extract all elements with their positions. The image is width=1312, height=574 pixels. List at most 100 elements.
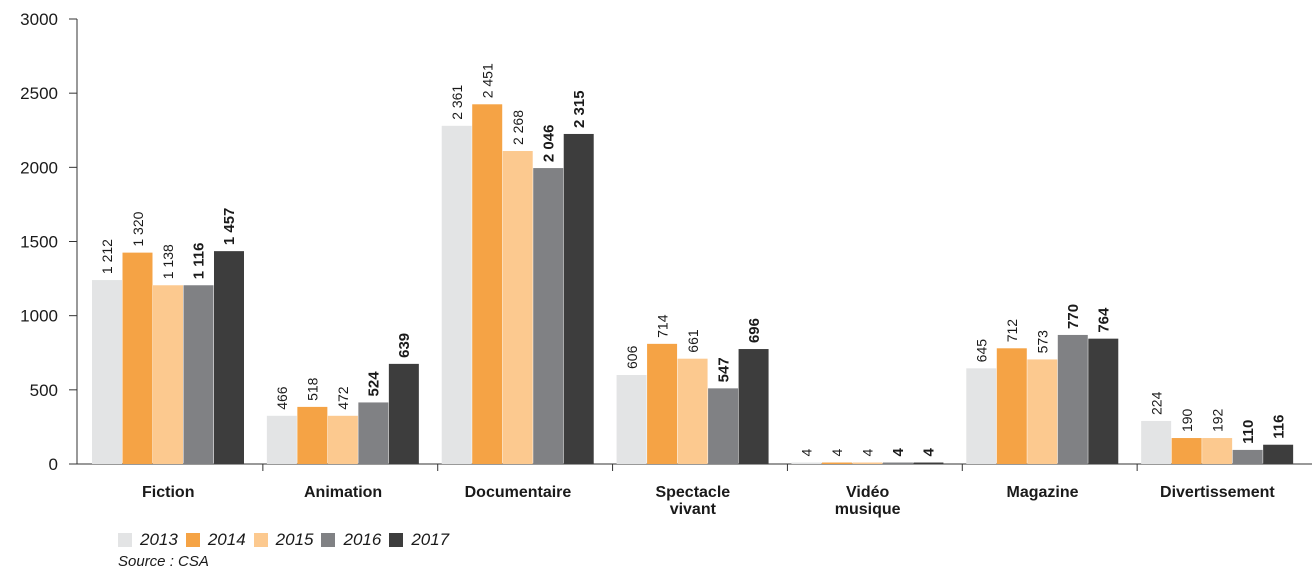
bar-value-label: 547 bbox=[715, 357, 732, 382]
bar bbox=[821, 462, 852, 464]
bar-value-label: 712 bbox=[1004, 319, 1020, 343]
legend-label: 2013 bbox=[140, 530, 178, 549]
bar-value-label: 764 bbox=[1096, 307, 1113, 333]
legend-label: 2016 bbox=[343, 530, 382, 549]
bar bbox=[472, 104, 503, 465]
bar-value-label: 190 bbox=[1179, 408, 1195, 432]
legend-item: 2013 bbox=[118, 530, 178, 550]
bar-value-label: 4 bbox=[921, 448, 938, 457]
bar-value-label: 696 bbox=[746, 318, 763, 343]
bar bbox=[388, 363, 419, 464]
bar-value-label: 639 bbox=[396, 333, 413, 358]
category-label-line: Animation bbox=[304, 484, 382, 501]
category-label: Spectacle vivant bbox=[655, 484, 730, 518]
y-tick-label: 500 bbox=[30, 381, 58, 400]
source-note: Source : CSA bbox=[118, 553, 209, 570]
legend-item: 2015 bbox=[253, 530, 314, 550]
bar-value-label: 116 bbox=[1270, 415, 1287, 439]
bar bbox=[1171, 438, 1202, 464]
bar-value-label: 110 bbox=[1240, 420, 1257, 444]
bar-value-label: 770 bbox=[1065, 304, 1082, 329]
bar-value-label: 1 116 bbox=[191, 243, 208, 280]
legend-swatch bbox=[118, 533, 132, 547]
bar bbox=[852, 462, 883, 464]
bar-value-label: 714 bbox=[654, 314, 670, 338]
legend-swatch bbox=[389, 533, 404, 547]
bar bbox=[882, 462, 913, 464]
bar bbox=[913, 462, 944, 464]
category-label: Animation bbox=[304, 484, 382, 501]
bar bbox=[183, 285, 214, 464]
bar bbox=[996, 348, 1027, 464]
bar-value-label: 4 bbox=[829, 449, 845, 457]
bar bbox=[358, 402, 389, 464]
category-label-line: musique bbox=[835, 501, 901, 518]
y-tick-label: 2500 bbox=[20, 84, 58, 103]
bar bbox=[214, 251, 244, 464]
bar bbox=[1232, 449, 1263, 464]
bar-value-label: 2 361 bbox=[449, 85, 465, 120]
bar-value-label: 1 320 bbox=[130, 211, 146, 246]
bar bbox=[738, 349, 769, 464]
legend-label: 2017 bbox=[411, 530, 450, 549]
bar-value-label: 2 046 bbox=[540, 125, 557, 163]
bar bbox=[266, 415, 297, 464]
bar-value-label: 472 bbox=[335, 386, 351, 410]
bar bbox=[533, 168, 564, 464]
bar bbox=[502, 151, 533, 464]
bar-value-label: 1 457 bbox=[221, 208, 238, 246]
bar bbox=[92, 280, 122, 464]
bar bbox=[1202, 438, 1233, 464]
bar bbox=[297, 406, 328, 464]
bar-value-label: 466 bbox=[274, 386, 290, 410]
bar-value-label: 645 bbox=[974, 339, 990, 363]
bar-value-label: 192 bbox=[1209, 408, 1225, 432]
y-tick-label: 2000 bbox=[20, 158, 58, 177]
bar-value-label: 518 bbox=[305, 377, 321, 401]
bar bbox=[708, 388, 739, 464]
category-label-line: Magazine bbox=[1007, 484, 1079, 501]
y-tick-label: 1000 bbox=[20, 307, 58, 326]
bar bbox=[677, 358, 708, 464]
category-label: Magazine bbox=[1007, 484, 1079, 501]
category-label-line: Divertissement bbox=[1160, 484, 1275, 501]
bar bbox=[616, 375, 647, 464]
legend-swatch bbox=[185, 533, 200, 547]
bar bbox=[1088, 338, 1119, 464]
category-label: Documentaire bbox=[465, 484, 572, 501]
bar-value-label: 2 451 bbox=[479, 63, 495, 98]
bar-chart: 0 500 1000 1500 2000 2500 3000 Fiction 1 212 1 32… bbox=[20, 10, 1312, 518]
bar bbox=[791, 462, 822, 464]
bar bbox=[563, 133, 594, 465]
legend-item: 2014 bbox=[185, 530, 246, 550]
legend-label: 2015 bbox=[275, 530, 314, 549]
bar-value-label: 661 bbox=[685, 329, 701, 353]
category-label: Vidéo musique bbox=[835, 484, 901, 518]
category-label-line: Spectacle bbox=[655, 484, 730, 501]
bar-value-label: 2 315 bbox=[571, 90, 588, 128]
bar-value-label: 1 212 bbox=[99, 239, 115, 274]
legend-label: 2014 bbox=[207, 530, 246, 549]
category-label-line: Documentaire bbox=[465, 484, 572, 501]
y-tick-label: 0 bbox=[49, 455, 58, 474]
bar-value-label: 4 bbox=[799, 449, 815, 457]
y-tick-label: 1500 bbox=[20, 233, 58, 252]
bar bbox=[153, 285, 183, 464]
legend: 2013 2014 2015 2016 2017 bbox=[118, 530, 457, 550]
bar-value-label: 224 bbox=[1148, 391, 1164, 415]
bar bbox=[1057, 334, 1088, 464]
category-label-line: Vidéo bbox=[846, 484, 890, 501]
bar-value-label: 573 bbox=[1035, 330, 1051, 354]
bar-value-label: 1 138 bbox=[160, 244, 176, 279]
bar-value-label: 524 bbox=[366, 371, 383, 397]
bar-value-label: 606 bbox=[624, 345, 640, 369]
bar bbox=[966, 368, 997, 464]
bar bbox=[441, 125, 472, 465]
bar bbox=[1027, 359, 1058, 464]
y-tick-label: 3000 bbox=[20, 10, 58, 29]
legend-item: 2017 bbox=[389, 530, 449, 550]
bar-value-label: 4 bbox=[860, 449, 876, 457]
bar-value-label: 4 bbox=[890, 448, 907, 457]
category-label: Divertissement bbox=[1160, 484, 1275, 501]
category-label-line: Fiction bbox=[142, 484, 194, 501]
